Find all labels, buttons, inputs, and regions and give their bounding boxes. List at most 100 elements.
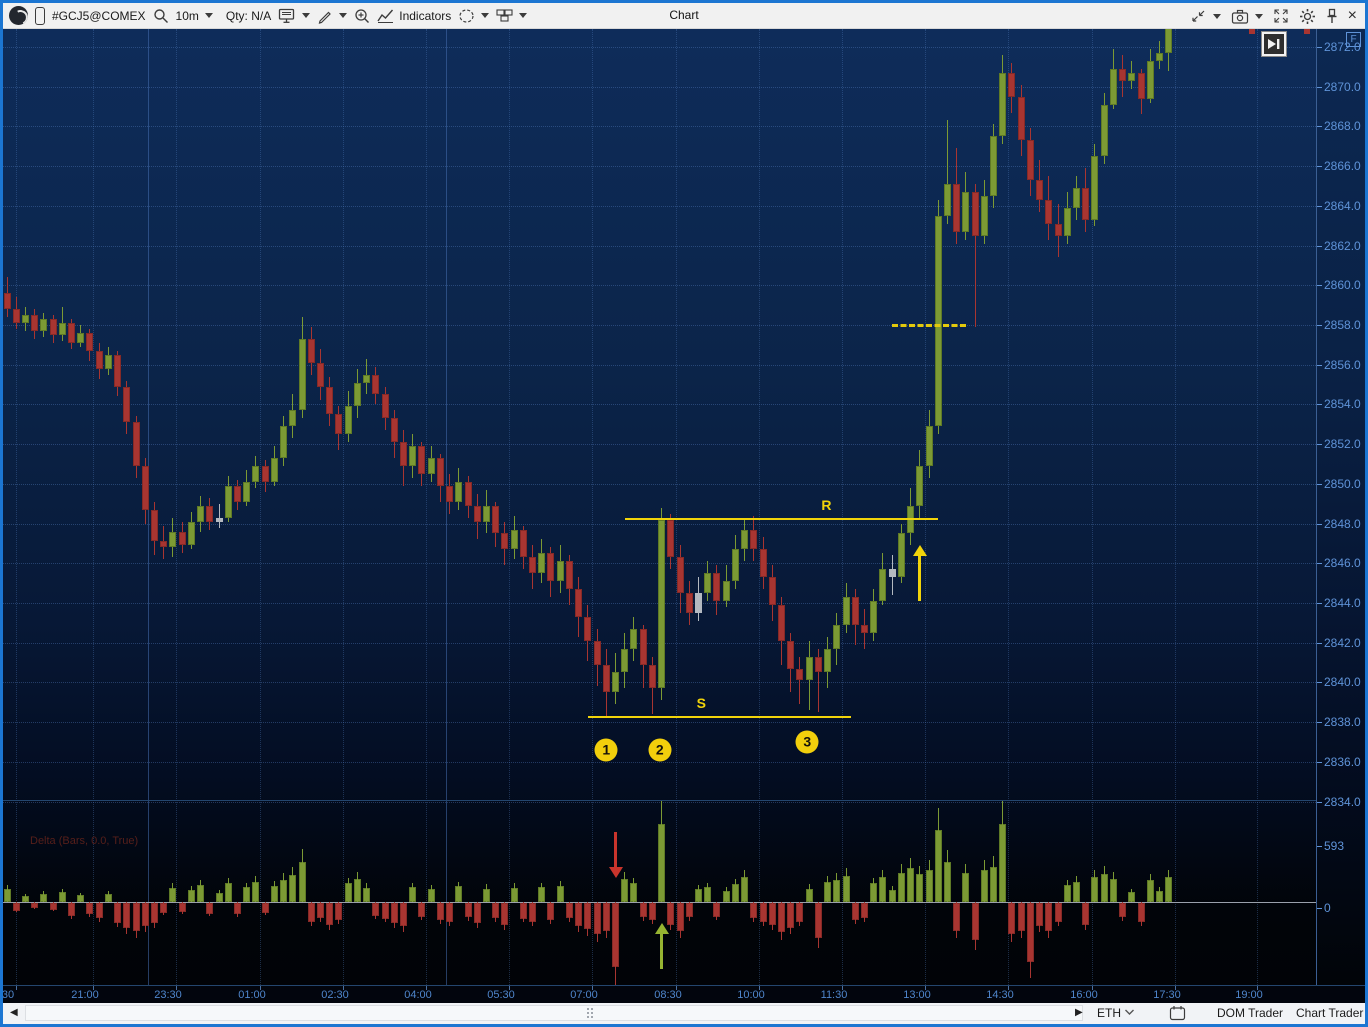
- candle: [1165, 29, 1173, 53]
- volume-delta-wick: [209, 902, 211, 916]
- dom-trader-tab[interactable]: DOM Trader: [1217, 1006, 1284, 1020]
- volume-delta-wick: [329, 902, 331, 931]
- fixed-scale-indicator[interactable]: F: [1346, 32, 1361, 47]
- offscreen-candle-stub: [1248, 29, 1255, 34]
- volume-delta-wick: [734, 878, 736, 902]
- close-icon[interactable]: ×: [1347, 7, 1357, 24]
- volume-delta-wick: [347, 877, 349, 902]
- price-axis-label: 2862.0: [1324, 238, 1361, 253]
- candle: [1073, 187, 1081, 208]
- candle: [713, 573, 721, 601]
- price-axis-tick: [1317, 285, 1322, 287]
- candle: [234, 485, 241, 502]
- shape-tool-selector[interactable]: [458, 8, 490, 24]
- line-chart-icon: [377, 9, 394, 23]
- volume-delta-wick: [98, 902, 100, 922]
- marker-circle-2: 2: [648, 738, 672, 762]
- session-selector[interactable]: ETH: [1097, 1006, 1135, 1020]
- volume-delta-wick: [633, 877, 635, 902]
- volume-delta-wick: [126, 902, 128, 935]
- time-gridline: [676, 29, 677, 985]
- settings-gear-icon[interactable]: [1299, 8, 1316, 25]
- drawing-tools-selector[interactable]: [317, 8, 348, 24]
- candle: [602, 664, 610, 693]
- scroll-left-arrow-icon[interactable]: ◀: [10, 1007, 18, 1018]
- volume-sell-arrow-head: [608, 867, 623, 878]
- instrument-link-icon[interactable]: [35, 6, 45, 25]
- time-axis[interactable]: 30 21:00 23:30 01:00 02:30 04:00 05:30 07:00 08:…: [3, 985, 1316, 1003]
- display-mode-selector[interactable]: [278, 8, 311, 24]
- calendar-icon[interactable]: [1169, 1005, 1186, 1024]
- brick-grid-icon: [496, 9, 513, 22]
- time-axis-tick: [426, 986, 427, 990]
- volume-delta-wick: [596, 902, 598, 942]
- time-axis-tick: [676, 986, 677, 990]
- price-axis-label: 2836.0: [1324, 754, 1361, 769]
- chart-scrollbar[interactable]: [25, 1005, 1083, 1021]
- scroll-right-arrow-icon[interactable]: ▶: [1075, 1007, 1083, 1018]
- volume-buy-arrow-shaft: [660, 934, 664, 969]
- candle: [990, 136, 998, 196]
- candle: [1091, 156, 1099, 220]
- time-axis-tick: [842, 986, 843, 990]
- volume-delta-wick: [495, 902, 497, 922]
- quantity-label[interactable]: Qty: N/A: [225, 8, 272, 23]
- chevron-down-icon: [302, 13, 311, 18]
- volume-delta-wick: [200, 879, 202, 902]
- indicators-button[interactable]: Indicators: [377, 8, 451, 23]
- volume-delta-wick: [762, 902, 764, 927]
- time-gridline: [16, 29, 17, 985]
- time-axis-tick: [925, 986, 926, 990]
- volume-delta-wick: [24, 894, 26, 902]
- candle: [556, 561, 564, 582]
- candle: [934, 215, 942, 427]
- search-icon[interactable]: [153, 8, 169, 24]
- volume-sell-arrow-shaft: [614, 832, 618, 867]
- candle: [695, 593, 702, 613]
- price-axis[interactable]: F 2872.0 2870.0 2868.0 2866.0 2864.0 2862.0 28…: [1316, 29, 1365, 985]
- templates-selector[interactable]: [496, 8, 528, 23]
- chart-trader-tab[interactable]: Chart Trader: [1296, 1006, 1364, 1020]
- support-line: [587, 716, 851, 719]
- collapse-arrows-icon: [1192, 10, 1205, 22]
- volume-delta-wick: [900, 863, 902, 902]
- volume-delta-wick: [144, 902, 146, 933]
- candle: [1109, 68, 1117, 105]
- price-axis-tick: [1317, 563, 1322, 565]
- size-to-fit-selector[interactable]: [1190, 8, 1221, 24]
- price-axis-label: 2858.0: [1324, 317, 1361, 332]
- price-axis-label: 2848.0: [1324, 516, 1361, 531]
- time-axis-tick: [260, 986, 261, 990]
- candle-wick: [974, 184, 976, 327]
- scrollbar-grip[interactable]: [586, 1007, 595, 1019]
- instrument-label[interactable]: #GCJ5@COMEX: [52, 8, 146, 23]
- volume-delta-wick: [541, 882, 543, 902]
- candle: [215, 517, 223, 522]
- time-axis-label: 19:00: [1235, 989, 1263, 1001]
- chart-plot-area[interactable]: Delta (Bars, 0.0, True) R S 1 2 3: [3, 29, 1316, 985]
- candle: [925, 426, 933, 466]
- time-axis-tick: [16, 986, 17, 990]
- zoom-in-icon[interactable]: [354, 8, 370, 24]
- fullscreen-icon[interactable]: [1273, 8, 1289, 24]
- pin-icon[interactable]: [1326, 8, 1338, 24]
- candle: [787, 640, 795, 669]
- candle: [187, 521, 195, 546]
- candle: [224, 485, 232, 518]
- volume-delta-wick: [89, 902, 91, 917]
- candle: [1045, 199, 1053, 224]
- snapshot-selector[interactable]: [1231, 9, 1263, 24]
- candle: [630, 628, 638, 649]
- volume-delta-wick: [716, 902, 718, 920]
- candle: [123, 386, 131, 423]
- volume-delta-wick: [458, 881, 460, 902]
- time-axis-label: 14:30: [986, 989, 1014, 1001]
- volume-delta-wick: [485, 884, 487, 902]
- app-logo-icon[interactable]: [9, 6, 28, 25]
- volume-delta-wick: [615, 902, 617, 985]
- candle: [860, 624, 868, 633]
- volume-delta-wick: [402, 902, 404, 933]
- volume-delta-wick: [651, 902, 653, 925]
- jump-to-latest-button[interactable]: [1261, 31, 1287, 57]
- interval-selector[interactable]: 10m: [176, 9, 213, 23]
